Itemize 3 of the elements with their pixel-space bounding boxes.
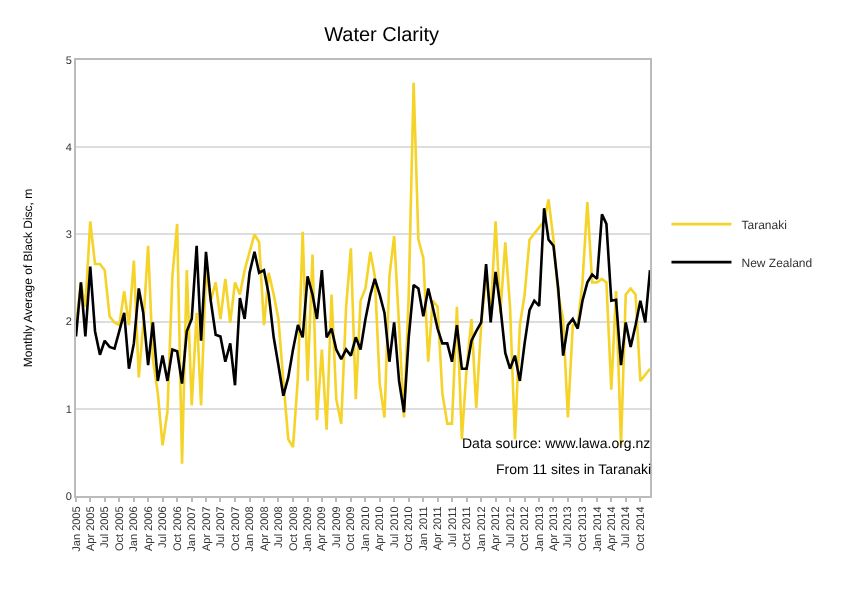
line-series	[76, 206, 650, 414]
line-series	[76, 81, 650, 466]
chart-title: Water Clarity	[324, 25, 440, 47]
